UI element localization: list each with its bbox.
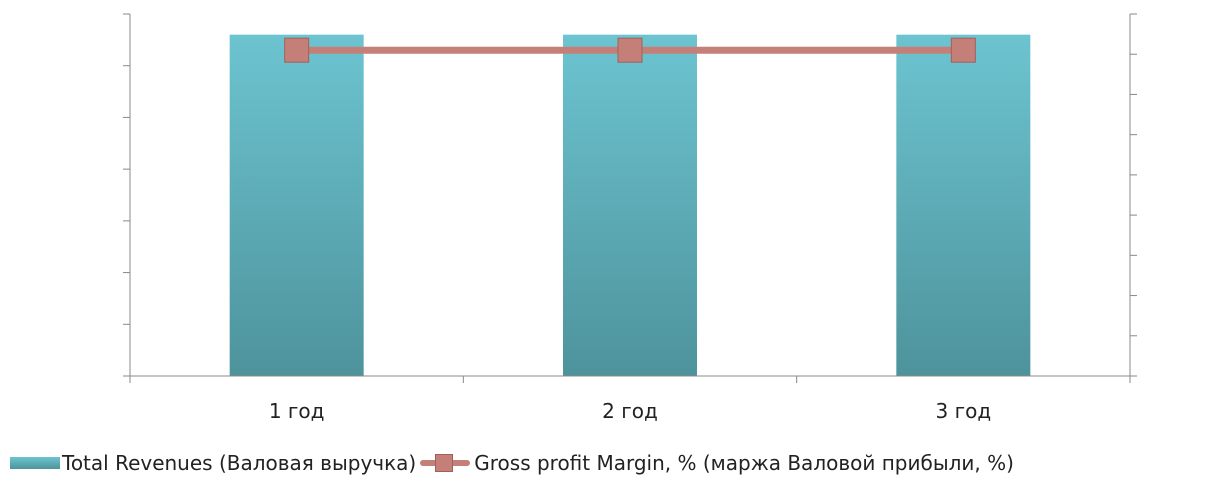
legend: Total Revenues (Валовая выручка) Gross p…	[10, 448, 1014, 478]
bar-series	[229, 34, 1031, 376]
line-marker	[950, 37, 976, 63]
line-series	[284, 37, 976, 63]
legend-label-revenues: Total Revenues (Валовая выручка)	[62, 451, 417, 475]
right-y-axis	[1129, 13, 1137, 377]
bar	[563, 34, 697, 376]
x-tick-label: 2 год	[602, 399, 658, 423]
line-marker	[617, 37, 643, 63]
chart-canvas: 1 год 2 год 3 год	[123, 13, 1137, 423]
legend-bar-swatch	[10, 457, 60, 469]
left-y-axis	[123, 13, 131, 377]
x-axis	[123, 375, 1137, 383]
legend-label-margin: Gross profit Margin, % (маржа Валовой пр…	[474, 451, 1014, 475]
legend-item-revenues: Total Revenues (Валовая выручка)	[10, 451, 416, 475]
legend-item-margin: Gross profit Margin, % (маржа Валовой пр…	[416, 451, 1014, 475]
x-tick-label: 1 год	[269, 399, 325, 423]
bar	[896, 34, 1031, 376]
legend-line-swatch	[420, 453, 471, 473]
bar	[229, 34, 364, 376]
x-tick-label: 3 год	[936, 399, 992, 423]
x-tick-labels: 1 год 2 год 3 год	[269, 399, 991, 423]
line-marker	[284, 37, 310, 63]
